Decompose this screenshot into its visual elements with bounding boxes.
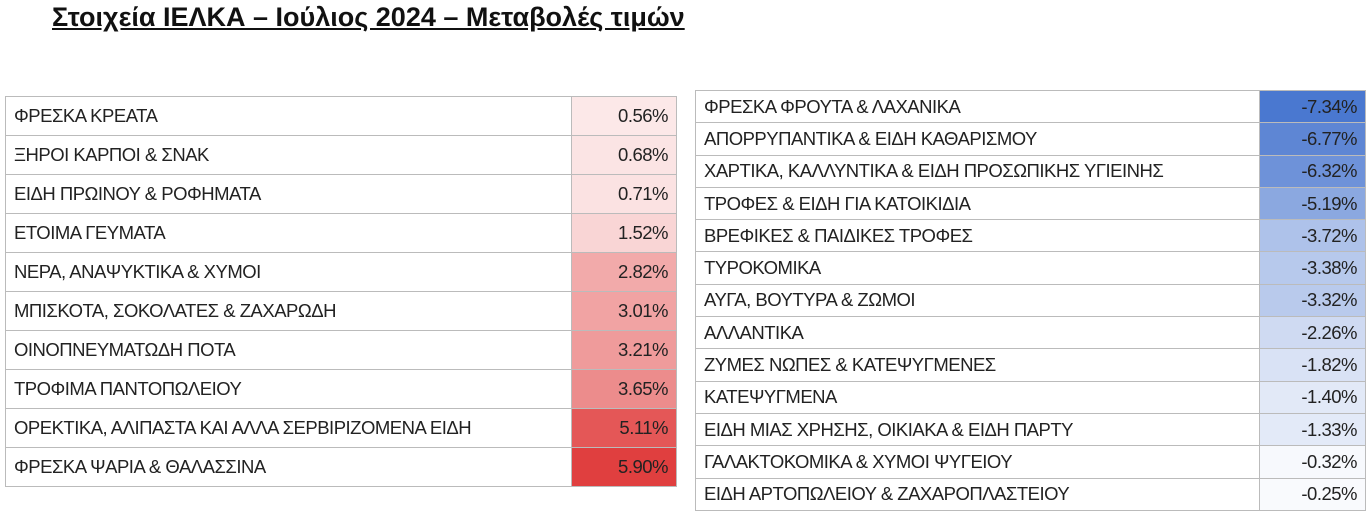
change-cell: -6.32% [1259,154,1366,188]
table-row: ΦΡΕΣΚΑ ΨΑΡΙΑ & ΘΑΛΑΣΣΙΝΑ 5.90% [5,447,677,487]
category-cell: ΜΠΙΣΚΟΤΑ, ΣΟΚΟΛΑΤΕΣ & ΖΑΧΑΡΩΔΗ [5,291,572,331]
change-cell: -2.26% [1259,316,1366,350]
category-cell: ΦΡΕΣΚΑ ΨΑΡΙΑ & ΘΑΛΑΣΣΙΝΑ [5,447,572,487]
change-cell: -3.32% [1259,283,1366,318]
category-cell: ΚΑΤΕΨΥΓΜΕΝΑ [695,380,1260,414]
table-row: ΟΙΝΟΠΝΕΥΜΑΤΩΔΗ ΠΟΤΑ 3.21% [5,330,677,370]
table-row: ΝΕΡΑ, ΑΝΑΨΥΚΤΙΚΑ & ΧΥΜΟΙ 2.82% [5,252,677,292]
change-cell: 1.52% [571,213,677,253]
category-cell: ΑΠΟΡΡΥΠΑΝΤΙΚΑ & ΕΙΔΗ ΚΑΘΑΡΙΣΜΟΥ [695,122,1260,156]
change-cell: -6.77% [1259,122,1366,156]
change-cell: 5.90% [571,447,677,487]
table-row: ΟΡΕΚΤΙΚΑ, ΑΛΙΠΑΣΤΑ ΚΑΙ ΑΛΛΑ ΣΕΡΒΙΡΙΖΟΜΕΝ… [5,408,677,448]
table-row: ΜΠΙΣΚΟΤΑ, ΣΟΚΟΛΑΤΕΣ & ΖΑΧΑΡΩΔΗ 3.01% [5,291,677,331]
category-cell: ΓΑΛΑΚΤΟΚΟΜΙΚΑ & ΧΥΜΟΙ ΨΥΓΕΙΟΥ [695,445,1260,479]
category-cell: ΤΡΟΦΙΜΑ ΠΑΝΤΟΠΩΛΕΙΟΥ [5,369,572,409]
category-cell: ΕΤΟΙΜΑ ΓΕΥΜΑΤΑ [5,213,572,253]
table-row: ΓΑΛΑΚΤΟΚΟΜΙΚΑ & ΧΥΜΟΙ ΨΥΓΕΙΟΥ -0.32% [695,445,1366,479]
change-cell: -0.32% [1259,445,1366,479]
price-increase-table: ΦΡΕΣΚΑ ΚΡΕΑΤΑ 0.56% ΞΗΡΟΙ ΚΑΡΠΟΙ & ΣΝΑΚ 0.6… [5,96,677,487]
change-cell: -1.33% [1259,412,1366,447]
table-row: ΑΥΓΑ, ΒΟΥΤΥΡΑ & ΖΩΜΟΙ -3.32% [695,283,1366,318]
category-cell: ΝΕΡΑ, ΑΝΑΨΥΚΤΙΚΑ & ΧΥΜΟΙ [5,252,572,292]
table-row: ΑΛΛΑΝΤΙΚΑ -2.26% [695,316,1366,350]
change-cell: -7.34% [1259,89,1366,124]
table-row: ΦΡΕΣΚΑ ΦΡΟΥΤΑ & ΛΑΧΑΝΙΚΑ -7.34% [695,89,1366,124]
table-row: ΕΙΔΗ ΑΡΤΟΠΩΛΕΙΟΥ & ΖΑΧΑΡΟΠΛΑΣΤΕΙΟΥ -0.25% [695,477,1366,511]
category-cell: ΞΗΡΟΙ ΚΑΡΠΟΙ & ΣΝΑΚ [5,135,572,175]
table-row: ΚΑΤΕΨΥΓΜΕΝΑ -1.40% [695,380,1366,414]
category-cell: ΕΙΔΗ ΠΡΩΙΝΟΥ & ΡΟΦΗΜΑΤΑ [5,174,572,214]
table-row: ΤΥΡΟΚΟΜΙΚΑ -3.38% [695,251,1366,285]
table-row: ΑΠΟΡΡΥΠΑΝΤΙΚΑ & ΕΙΔΗ ΚΑΘΑΡΙΣΜΟΥ -6.77% [695,122,1366,156]
table-row: ΦΡΕΣΚΑ ΚΡΕΑΤΑ 0.56% [5,96,677,136]
change-cell: 3.01% [571,291,677,331]
category-cell: ΕΙΔΗ ΜΙΑΣ ΧΡΗΣΗΣ, ΟΙΚΙΑΚΑ & ΕΙΔΗ ΠΑΡΤΥ [695,412,1260,447]
change-cell: -3.72% [1259,219,1366,253]
change-cell: 3.65% [571,369,677,409]
change-cell: -3.38% [1259,251,1366,285]
change-cell: -1.40% [1259,380,1366,414]
category-cell: ΑΛΛΑΝΤΙΚΑ [695,316,1260,350]
price-decrease-table: ΦΡΕΣΚΑ ΦΡΟΥΤΑ & ΛΑΧΑΝΙΚΑ -7.34% ΑΠΟΡΡΥΠΑΝΤ… [695,89,1366,511]
table-row: ΞΗΡΟΙ ΚΑΡΠΟΙ & ΣΝΑΚ 0.68% [5,135,677,175]
category-cell: ΦΡΕΣΚΑ ΚΡΕΑΤΑ [5,96,572,136]
table-row: ΤΡΟΦΕΣ & ΕΙΔΗ ΓΙΑ ΚΑΤΟΙΚΙΔΙΑ -5.19% [695,186,1366,221]
table-row: ΒΡΕΦΙΚΕΣ & ΠΑΙΔΙΚΕΣ ΤΡΟΦΕΣ -3.72% [695,219,1366,253]
category-cell: ΒΡΕΦΙΚΕΣ & ΠΑΙΔΙΚΕΣ ΤΡΟΦΕΣ [695,219,1260,253]
change-cell: -0.25% [1259,477,1366,511]
change-cell: 0.71% [571,174,677,214]
change-cell: -1.82% [1259,348,1366,382]
title: Στοιχεία ΙΕΛΚΑ – Ιούλιος 2024 – Μεταβολέ… [52,2,685,32]
table-row: ΕΤΟΙΜΑ ΓΕΥΜΑΤΑ 1.52% [5,213,677,253]
change-cell: 5.11% [571,408,677,448]
category-cell: ΤΡΟΦΕΣ & ΕΙΔΗ ΓΙΑ ΚΑΤΟΙΚΙΔΙΑ [695,186,1260,221]
table-row: ΕΙΔΗ ΠΡΩΙΝΟΥ & ΡΟΦΗΜΑΤΑ 0.71% [5,174,677,214]
table-row: ΖΥΜΕΣ ΝΩΠΕΣ & ΚΑΤΕΨΥΓΜΕΝΕΣ -1.82% [695,348,1366,382]
category-cell: ΤΥΡΟΚΟΜΙΚΑ [695,251,1260,285]
change-cell: -5.19% [1259,186,1366,221]
table-row: ΕΙΔΗ ΜΙΑΣ ΧΡΗΣΗΣ, ΟΙΚΙΑΚΑ & ΕΙΔΗ ΠΑΡΤΥ -1… [695,412,1366,447]
category-cell: ΖΥΜΕΣ ΝΩΠΕΣ & ΚΑΤΕΨΥΓΜΕΝΕΣ [695,348,1260,382]
table-row: ΤΡΟΦΙΜΑ ΠΑΝΤΟΠΩΛΕΙΟΥ 3.65% [5,369,677,409]
category-cell: ΟΡΕΚΤΙΚΑ, ΑΛΙΠΑΣΤΑ ΚΑΙ ΑΛΛΑ ΣΕΡΒΙΡΙΖΟΜΕΝ… [5,408,572,448]
change-cell: 2.82% [571,252,677,292]
category-cell: ΟΙΝΟΠΝΕΥΜΑΤΩΔΗ ΠΟΤΑ [5,330,572,370]
change-cell: 0.56% [571,96,677,136]
category-cell: ΕΙΔΗ ΑΡΤΟΠΩΛΕΙΟΥ & ΖΑΧΑΡΟΠΛΑΣΤΕΙΟΥ [695,477,1260,511]
table-row: ΧΑΡΤΙΚΑ, ΚΑΛΛΥΝΤΙΚΑ & ΕΙΔΗ ΠΡΟΣΩΠΙΚΗΣ ΥΓ… [695,154,1366,188]
category-cell: ΦΡΕΣΚΑ ΦΡΟΥΤΑ & ΛΑΧΑΝΙΚΑ [695,89,1260,124]
change-cell: 0.68% [571,135,677,175]
change-cell: 3.21% [571,330,677,370]
category-cell: ΧΑΡΤΙΚΑ, ΚΑΛΛΥΝΤΙΚΑ & ΕΙΔΗ ΠΡΟΣΩΠΙΚΗΣ ΥΓ… [695,154,1260,188]
category-cell: ΑΥΓΑ, ΒΟΥΤΥΡΑ & ΖΩΜΟΙ [695,283,1260,318]
